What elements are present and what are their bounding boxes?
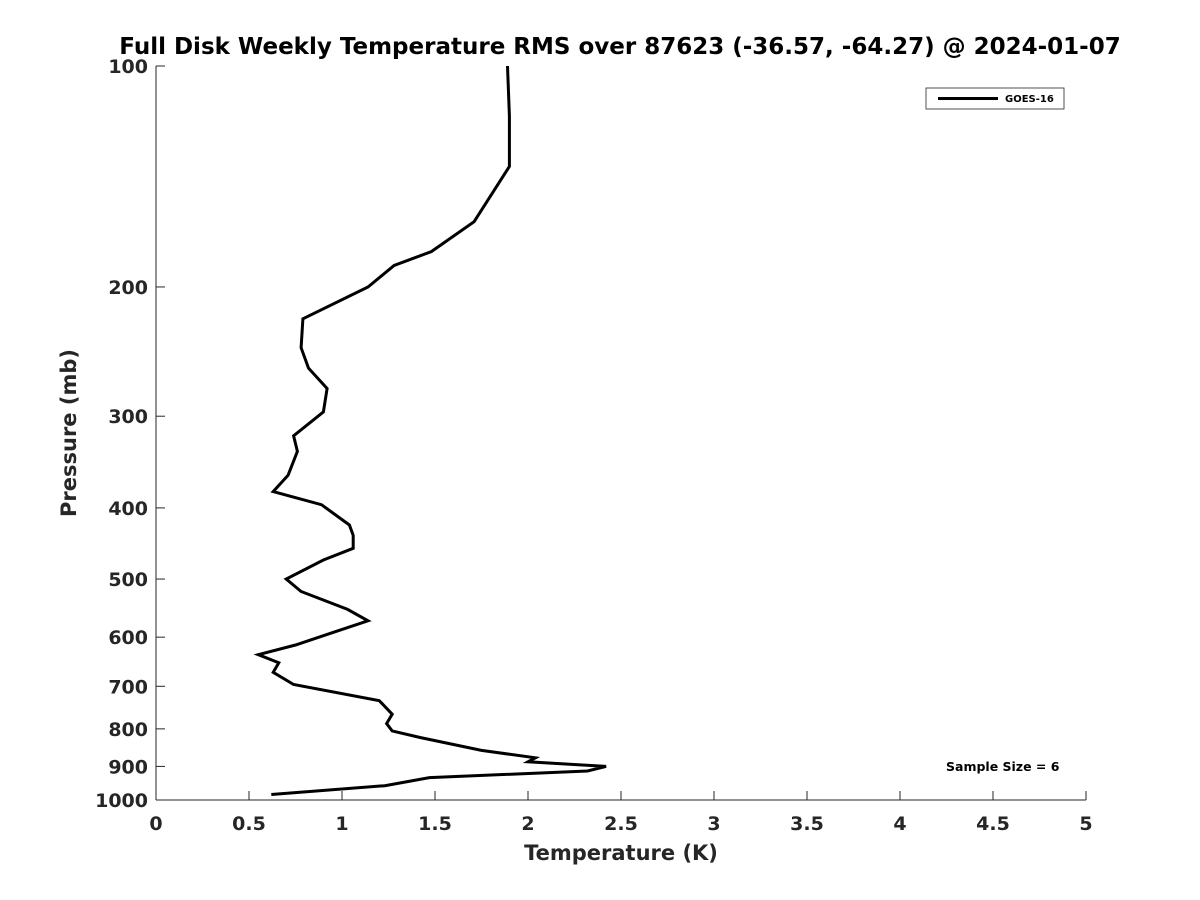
- legend: GOES-16: [925, 87, 1065, 110]
- y-tick-label: 500: [108, 569, 148, 591]
- y-axis-ticks: 100 200 300 400 500 600 700 800 900 1000: [95, 56, 165, 812]
- x-tick-label: 4: [893, 813, 906, 835]
- sample-size-annotation: Sample Size = 6: [946, 759, 1060, 774]
- series-line-goes-16: [253, 65, 607, 796]
- x-tick-label: 3.5: [790, 813, 824, 835]
- x-tick-label: 1: [335, 813, 348, 835]
- chart-title: Full Disk Weekly Temperature RMS over 87…: [119, 34, 1121, 60]
- y-tick-label: 800: [108, 719, 148, 741]
- y-tick-label: 100: [108, 56, 148, 78]
- y-tick-label: 700: [108, 676, 148, 698]
- y-tick-label: 1000: [95, 790, 148, 812]
- y-axis-label: Pressure (mb): [57, 349, 81, 517]
- x-tick-label: 4.5: [976, 813, 1010, 835]
- x-tick-label: 5: [1079, 813, 1092, 835]
- x-tick-label: 1.5: [418, 813, 452, 835]
- x-tick-label: 2.5: [604, 813, 638, 835]
- y-tick-label: 400: [108, 498, 148, 520]
- x-tick-label: 0: [149, 813, 162, 835]
- x-tick-label: 3: [707, 813, 720, 835]
- legend-label-goes-16: GOES-16: [1005, 94, 1054, 105]
- series-layer: [253, 65, 607, 796]
- y-tick-label: 900: [108, 756, 148, 778]
- x-tick-label: 2: [521, 813, 534, 835]
- x-tick-label: 0.5: [232, 813, 266, 835]
- y-tick-label: 200: [108, 277, 148, 299]
- y-tick-label: 300: [108, 406, 148, 428]
- x-axis-ticks: 0 0.5 1 1.5 2 2.5 3 3.5 4 4.5 5: [149, 791, 1093, 835]
- y-tick-label: 600: [108, 627, 148, 649]
- x-axis-label: Temperature (K): [524, 841, 718, 865]
